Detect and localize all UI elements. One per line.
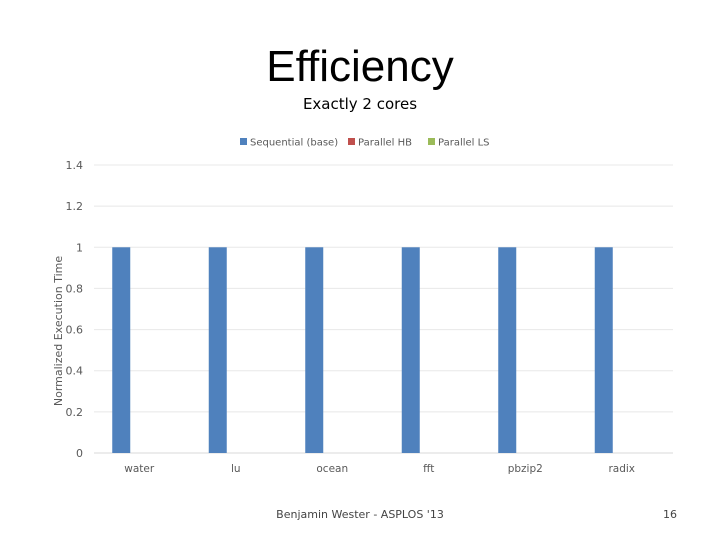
slide-title: Efficiency [266,42,454,91]
y-tick-label: 0.8 [66,282,84,295]
x-tick-label: pbzip2 [508,463,543,475]
y-tick-label: 1 [76,241,83,254]
x-tick-label: radix [608,463,635,475]
y-axis-label: Normalized Execution Time [52,256,65,407]
x-tick-label: fft [423,463,434,475]
bar-sequential-base [498,247,517,453]
y-tick-label: 1.4 [66,159,84,172]
legend-label: Parallel LS [438,138,490,149]
slide-subtitle: Exactly 2 cores [302,95,418,113]
y-tick-label: 0.6 [66,324,84,337]
x-tick-label: ocean [316,463,348,475]
bar-sequential-base [112,247,131,453]
bar-sequential-base [594,247,613,453]
y-tick-label: 0.4 [66,365,84,378]
y-tick-label: 0 [76,447,83,460]
slide-footer: Benjamin Wester - ASPLOS '13 [276,508,444,521]
legend-label: Sequential (base) [250,138,338,149]
legend-swatch [240,138,247,145]
x-tick-label: lu [231,463,241,475]
y-tick-label: 0.2 [66,406,84,419]
legend-label: Parallel HB [358,138,412,149]
page-number: 16 [663,508,677,521]
legend-swatch [428,138,435,145]
bar-sequential-base [305,247,324,453]
y-tick-label: 1.2 [66,200,84,213]
legend-swatch [348,138,355,145]
bar-sequential-base [401,247,420,453]
x-tick-label: water [124,463,155,475]
bar-sequential-base [208,247,227,453]
